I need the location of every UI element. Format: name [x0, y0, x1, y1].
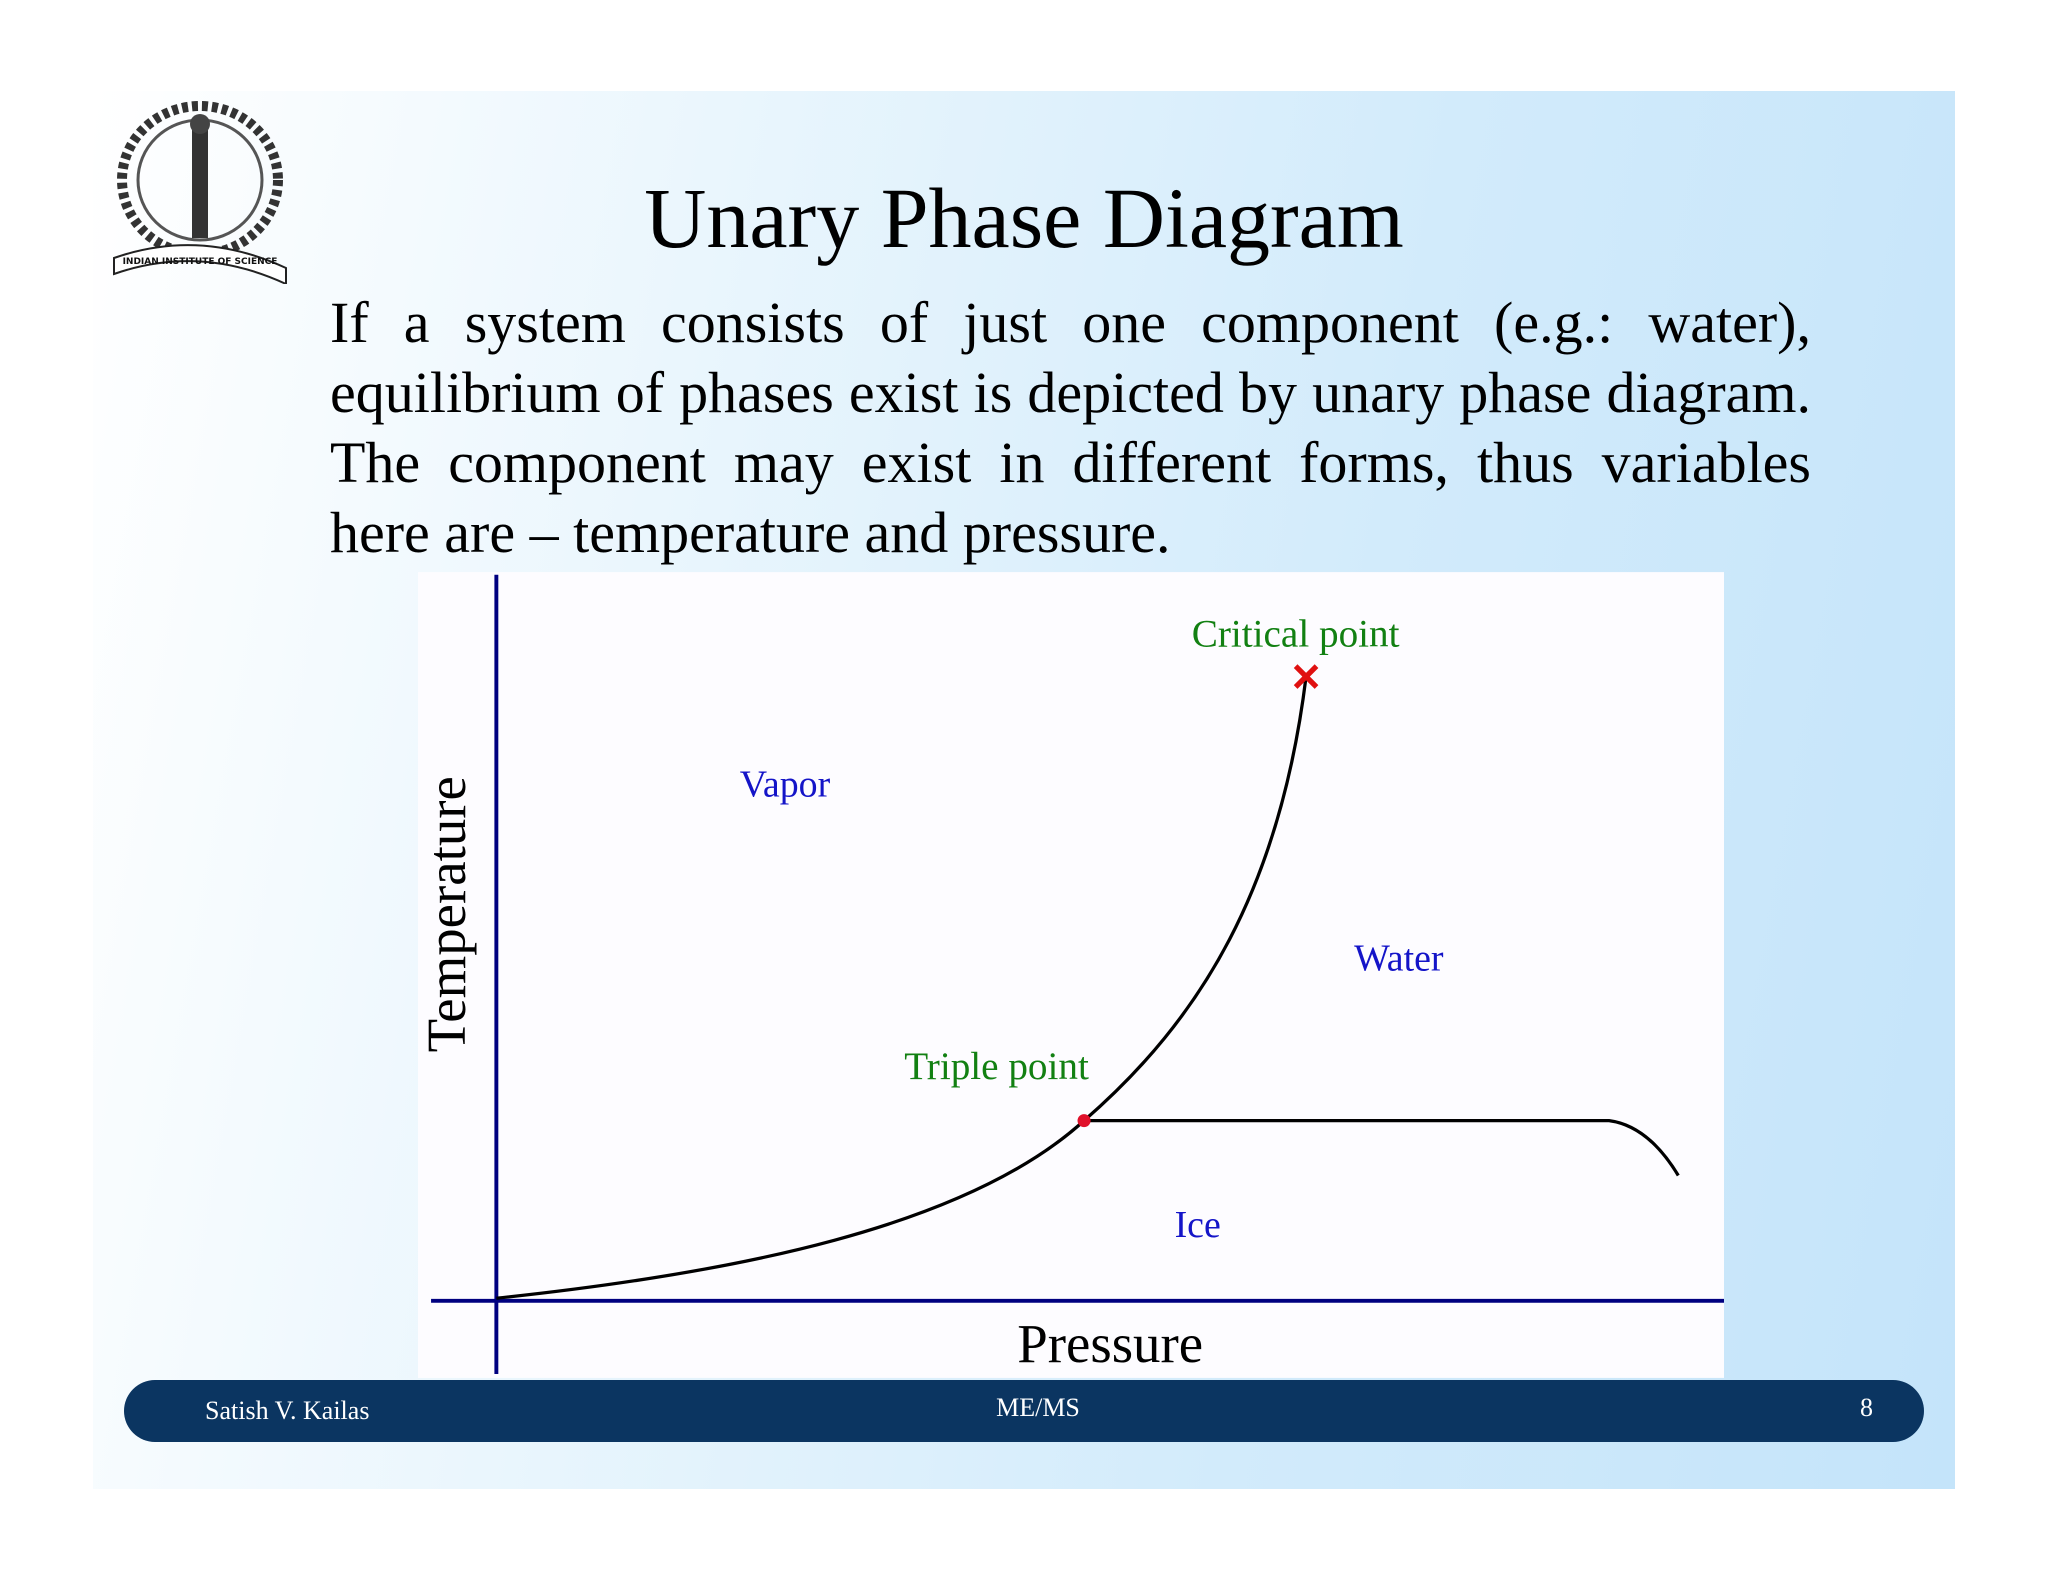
footer-author: Satish V. Kailas [205, 1396, 370, 1425]
logo: INDIAN INSTITUTE OF SCIENCE [113, 101, 287, 284]
critical-point-marker [1293, 664, 1319, 689]
logo-tower [192, 128, 208, 238]
footer-bar: Satish V. Kailas ME/MS 8 [124, 1380, 1924, 1442]
slide-title: Unary Phase Diagram [644, 170, 1404, 266]
x-axis-label: Pressure [1017, 1313, 1203, 1374]
logo-text: INDIAN INSTITUTE OF SCIENCE [123, 257, 278, 267]
region-label: Vapor [740, 764, 831, 806]
marker-stroke [1293, 664, 1319, 689]
phase-boundary [496, 676, 1308, 1300]
region-label: Ice [1175, 1204, 1221, 1246]
logo-wreath [117, 101, 283, 259]
logo-lamp [190, 114, 210, 134]
triple-point-marker [1077, 1114, 1091, 1128]
y-axis-label: Temperature [418, 776, 477, 1052]
page-number: 8 [1860, 1393, 1873, 1422]
logo-ribbon [113, 244, 287, 284]
footer-course: ME/MS [996, 1393, 1080, 1422]
region-label: Water [1354, 937, 1444, 979]
phase-diagram: Critical point Triple point Vapor Water … [418, 572, 1724, 1378]
body-text: If a system consists of just one compone… [330, 290, 1811, 565]
phase-boundary [1084, 1118, 1680, 1177]
point-label: Triple point [904, 1045, 1089, 1088]
diagram-background [418, 572, 1724, 1378]
point-label: Critical point [1192, 613, 1400, 656]
